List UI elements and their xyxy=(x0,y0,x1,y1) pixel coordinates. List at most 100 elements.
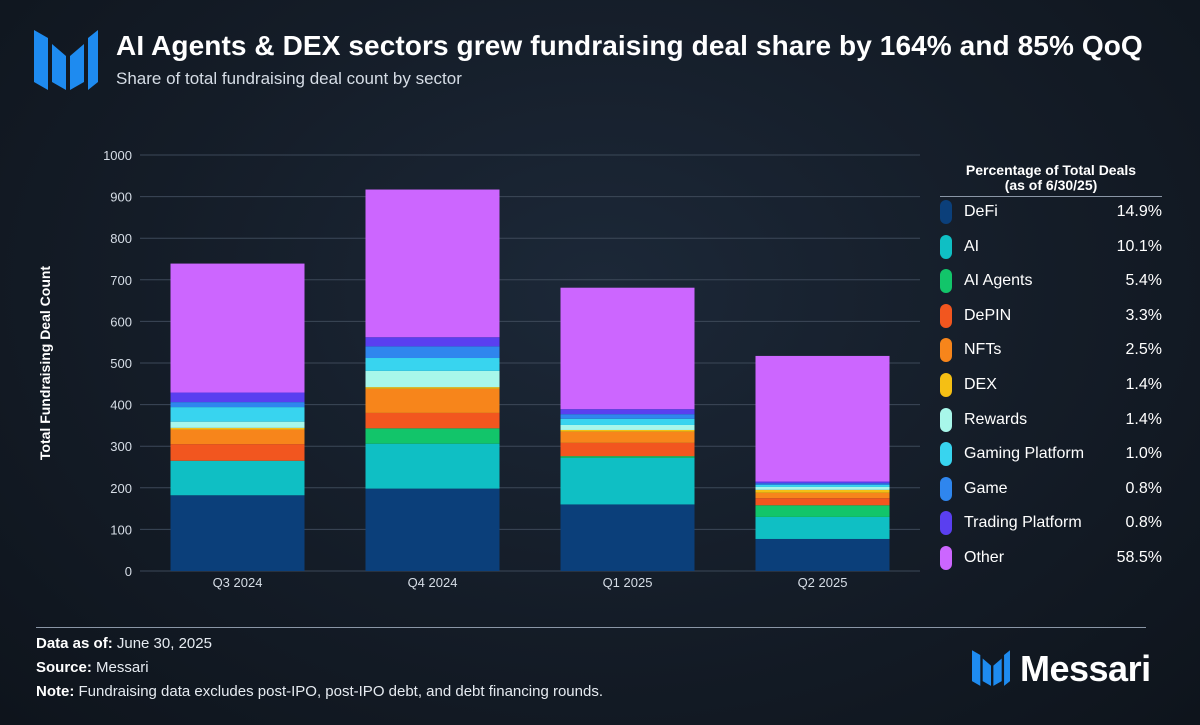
legend-label: DeFi xyxy=(964,203,998,220)
legend-item: DePIN 3.3% xyxy=(940,302,1162,328)
legend-divider xyxy=(940,196,1162,197)
y-tick-label: 400 xyxy=(110,398,132,413)
legend-value: 0.8% xyxy=(1125,479,1162,497)
bar-segment xyxy=(365,428,500,444)
legend-item: DEX 1.4% xyxy=(940,371,1162,397)
bar-segment xyxy=(365,337,500,347)
legend-value: 3.3% xyxy=(1125,306,1162,324)
footer-data-as-of: Data as of: June 30, 2025 xyxy=(36,635,212,652)
bar-segment xyxy=(170,263,305,393)
bar-segment xyxy=(170,427,305,430)
legend-label: DePIN xyxy=(964,306,1012,324)
brand-name: Messari xyxy=(1020,648,1151,689)
legend-item: Trading Platform 0.8% xyxy=(940,509,1162,536)
data-as-of-label: Data as of: xyxy=(36,635,113,652)
legend-title: Percentage of Total Deals xyxy=(965,162,1137,178)
y-tick-label: 600 xyxy=(110,314,132,329)
legend-label: AI xyxy=(964,237,980,255)
source-label: Source: xyxy=(36,659,92,676)
bar-segment xyxy=(560,287,695,410)
bar-segment xyxy=(755,355,890,482)
legend-label: Rewards xyxy=(964,410,1028,428)
legend-swatch xyxy=(940,476,952,501)
bar-segment xyxy=(170,421,305,428)
bar-segment xyxy=(170,392,305,403)
legend-item: DeFi 14.9% xyxy=(940,198,1162,224)
bar-segment xyxy=(560,424,695,430)
legend-label: DEX xyxy=(964,376,997,393)
bar-segment xyxy=(560,418,695,425)
legend-swatch xyxy=(940,303,952,328)
bar-segment xyxy=(365,388,500,413)
messari-logo-icon xyxy=(34,30,98,90)
legend-label: Game xyxy=(964,479,1008,497)
legend-swatch xyxy=(940,546,952,570)
legend-item: Other 58.5% xyxy=(940,544,1162,570)
bar-segment xyxy=(755,498,890,506)
bar-segment xyxy=(170,495,305,571)
y-tick-label: 700 xyxy=(110,273,132,288)
x-tick-label: Q4 2024 xyxy=(408,575,458,590)
bar-segment xyxy=(755,492,890,499)
legend-value: 10.1% xyxy=(1116,237,1162,255)
y-tick-label: 500 xyxy=(110,356,132,371)
legend-item: AI 10.1% xyxy=(940,233,1162,259)
stacked-bar-chart: 0 100 200 300 400 500 600 700 800 900 1000 Total Fu… xyxy=(103,148,920,590)
x-tick-label: Q1 2025 xyxy=(603,575,653,590)
bar-segment xyxy=(560,456,695,458)
footer-divider xyxy=(36,627,1146,628)
legend-item: Gaming Platform 1.0% xyxy=(940,440,1162,467)
bar-segment xyxy=(755,481,890,484)
bar-segment xyxy=(755,489,890,493)
x-tick-label: Q2 2025 xyxy=(798,575,848,590)
footer-note: Note: Fundraising data excludes post-IPO… xyxy=(36,683,603,700)
note-label: Note: xyxy=(36,683,75,700)
y-tick-label: 900 xyxy=(110,190,132,205)
legend-value: 2.5% xyxy=(1125,341,1162,359)
bar-segment xyxy=(560,429,695,432)
bar-segment xyxy=(170,444,305,461)
legend-value: 1.4% xyxy=(1125,376,1162,393)
legend-label: NFTs xyxy=(964,341,1002,359)
note-value: Fundraising data excludes post-IPO, post… xyxy=(78,683,603,700)
bar-segment xyxy=(365,488,500,571)
legend-item: NFTs 2.5% xyxy=(940,336,1162,363)
bar-segment xyxy=(560,457,695,505)
legend-label: Gaming Platform xyxy=(964,445,1085,463)
bar-segment xyxy=(365,346,500,359)
legend-value: 1.0% xyxy=(1125,445,1162,463)
bar-segment xyxy=(365,370,500,388)
messari-brand-icon xyxy=(972,650,1010,686)
footer-source: Source: Messari xyxy=(36,659,149,676)
y-tick-label: 200 xyxy=(110,481,132,496)
bar-segment xyxy=(755,505,890,517)
legend-swatch xyxy=(940,511,952,536)
bar-segment xyxy=(560,414,695,419)
bar-segment xyxy=(755,483,890,485)
bar-segment xyxy=(170,429,305,445)
bar-segment xyxy=(365,358,500,371)
bar-segment xyxy=(755,516,890,539)
legend-swatch xyxy=(940,407,952,432)
y-tick-label: 800 xyxy=(110,231,132,246)
y-tick-label: 100 xyxy=(110,522,132,537)
bar-segment xyxy=(365,443,500,489)
bar-segment xyxy=(365,387,500,389)
legend-value: 5.4% xyxy=(1125,272,1162,290)
legend: Percentage of Total Deals (as of 6/30/25… xyxy=(940,162,1162,570)
legend-value: 1.4% xyxy=(1125,410,1162,428)
bar-segment xyxy=(560,409,695,415)
legend-label: Other xyxy=(964,549,1005,566)
legend-subtitle: (as of 6/30/25) xyxy=(1004,177,1098,193)
bar-segment xyxy=(170,407,305,422)
messari-brand: Messari xyxy=(972,646,1152,692)
y-tick-label: 1000 xyxy=(103,148,132,163)
legend-label: Trading Platform xyxy=(964,514,1082,532)
bar-segment xyxy=(755,486,890,490)
chart-title: AI Agents & DEX sectors grew fundraising… xyxy=(116,30,1143,61)
bar-segment xyxy=(170,402,305,408)
bar-segment xyxy=(755,538,890,571)
y-tick-label: 300 xyxy=(110,439,132,454)
chart-subtitle: Share of total fundraising deal count by… xyxy=(116,69,462,88)
legend-swatch xyxy=(940,200,952,224)
